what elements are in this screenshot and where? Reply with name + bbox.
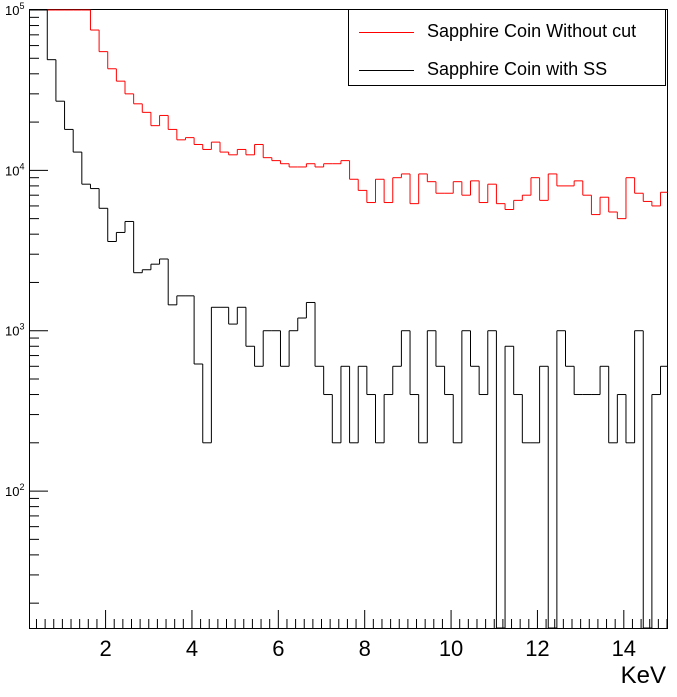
y-tick-base: 10 bbox=[5, 163, 19, 178]
y-tick-label: 103 bbox=[5, 322, 24, 339]
x-tick-label: 6 bbox=[272, 636, 284, 661]
legend-swatch-black bbox=[359, 70, 414, 71]
series-layer bbox=[30, 9, 667, 629]
series-with-ss bbox=[30, 9, 667, 629]
series-without-cut bbox=[30, 9, 667, 220]
x-tick-label: 14 bbox=[612, 636, 636, 661]
legend-label-without-cut: Sapphire Coin Without cut bbox=[427, 21, 637, 41]
y-tick-exponent: 5 bbox=[19, 1, 24, 11]
x-axis-label: KeV bbox=[621, 662, 666, 689]
y-tick-exponent: 2 bbox=[19, 482, 24, 492]
x-tick-label: 8 bbox=[359, 636, 371, 661]
y-tick-label: 104 bbox=[5, 161, 24, 178]
plot-frame bbox=[29, 9, 668, 629]
y-tick-label: 102 bbox=[5, 482, 24, 499]
x-tick-label: 2 bbox=[99, 636, 111, 661]
legend-entry-black: Sapphire Coin with SS bbox=[349, 56, 665, 86]
y-tick-base: 10 bbox=[5, 3, 19, 18]
legend-label-with-ss: Sapphire Coin with SS bbox=[427, 59, 608, 79]
legend-entry-red: Sapphire Coin Without cut bbox=[349, 18, 665, 48]
x-tick-label: 12 bbox=[525, 636, 549, 661]
x-tick-label: 10 bbox=[439, 636, 463, 661]
y-tick-exponent: 4 bbox=[19, 161, 24, 171]
legend: Sapphire Coin Without cut Sapphire Coin … bbox=[348, 9, 666, 86]
y-tick-base: 10 bbox=[5, 324, 19, 339]
y-tick-base: 10 bbox=[5, 484, 19, 499]
y-tick-label: 105 bbox=[5, 1, 24, 18]
x-tick-label: 4 bbox=[186, 636, 198, 661]
legend-swatch-red bbox=[359, 32, 414, 33]
y-tick-exponent: 3 bbox=[19, 322, 24, 332]
